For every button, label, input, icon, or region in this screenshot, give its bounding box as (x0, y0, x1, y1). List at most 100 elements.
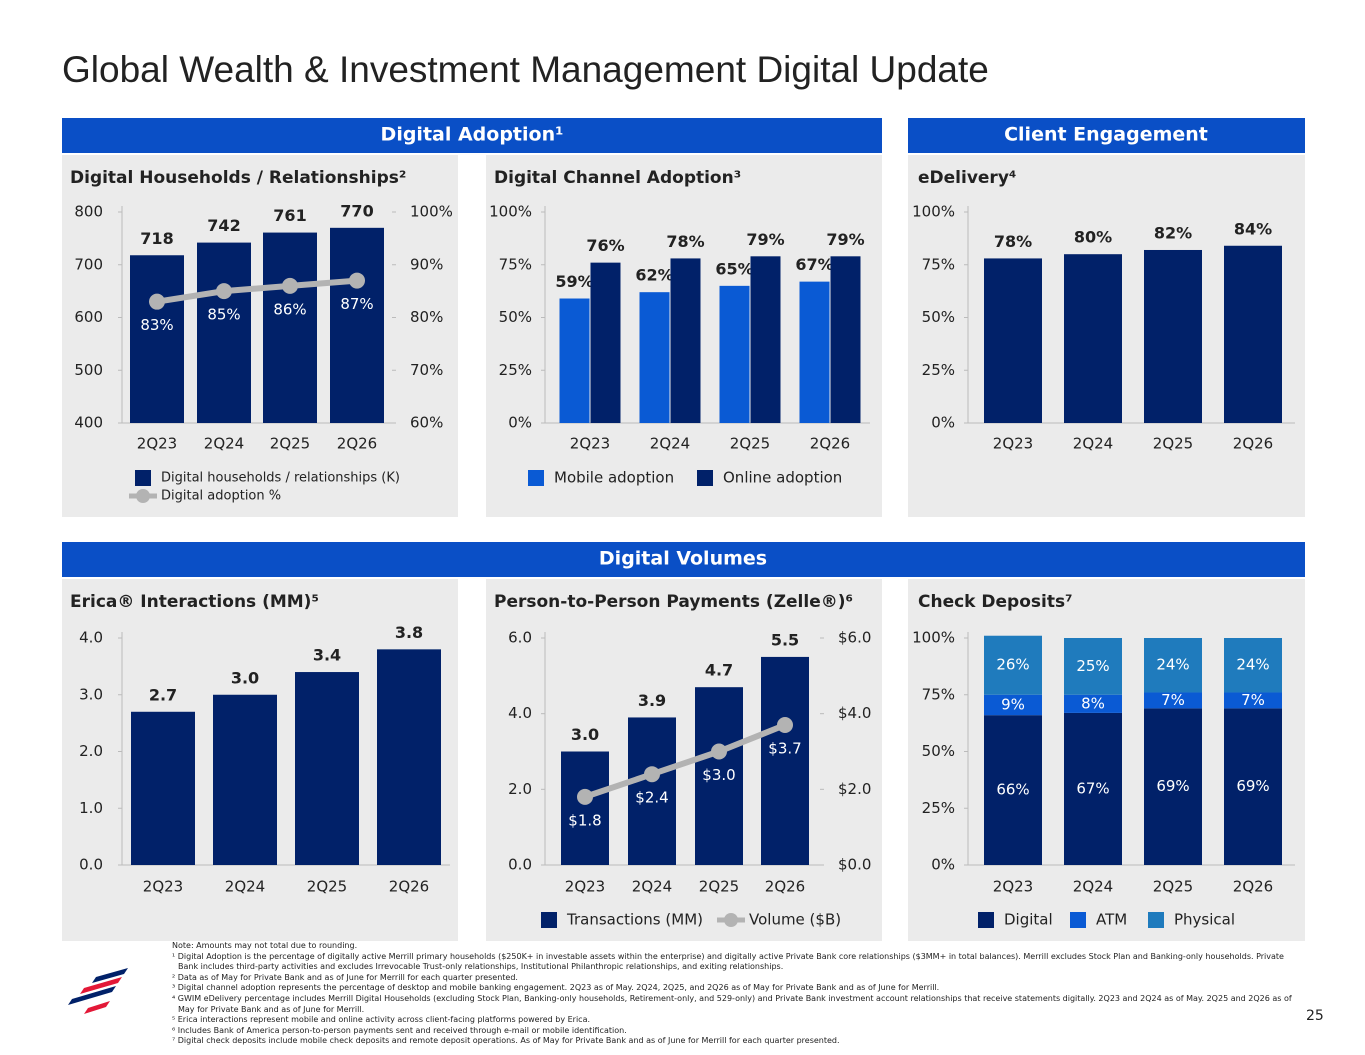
legend-label: Digital households / relationships (K) (161, 471, 400, 486)
bar (330, 227, 384, 423)
section-header: Digital Adoption¹ (381, 124, 564, 146)
section-header: Digital Volumes (599, 548, 767, 570)
y-tick-label: 25% (922, 361, 955, 379)
y-tick-label: 0% (931, 414, 955, 432)
x-tick-label: 2Q23 (137, 435, 177, 453)
x-tick-label: 2Q24 (225, 878, 265, 896)
x-tick-label: 2Q26 (337, 435, 377, 453)
chart-title: Erica® Interactions (MM)⁵ (70, 592, 319, 612)
x-tick-label: 2Q23 (143, 878, 183, 896)
segment-value-label: 24% (1236, 656, 1269, 674)
bar-value-label: 82% (1154, 223, 1192, 242)
bar-segment (1064, 694, 1122, 713)
footnote: ⁷ Digital check deposits include mobile … (172, 1036, 840, 1046)
bar (830, 256, 861, 423)
x-tick-label: 2Q23 (993, 435, 1033, 453)
chart-title: Digital Households / Relationships² (70, 168, 406, 188)
bar (799, 281, 830, 423)
chart-title: Check Deposits⁷ (918, 592, 1073, 612)
chart-title: Person-to-Person Payments (Zelle®)⁶ (494, 592, 853, 612)
legend-label: Physical (1174, 911, 1235, 929)
bar (628, 717, 676, 865)
x-tick-label: 2Q24 (1073, 435, 1113, 453)
bar-value-label: 79% (826, 230, 864, 249)
line-value-label: $2.4 (635, 789, 668, 807)
y-tick-label: 75% (922, 255, 955, 273)
bar (984, 258, 1042, 423)
y-tick-label: $4.0 (838, 704, 871, 722)
y-tick-label: 90% (410, 255, 443, 273)
y-tick-label: 4.0 (508, 704, 532, 722)
line-value-label: $1.8 (568, 811, 601, 829)
line (156, 277, 358, 305)
bar (761, 656, 809, 865)
bar-value-label: 718 (140, 229, 173, 248)
x-tick-label: 2Q25 (1153, 878, 1193, 896)
y-tick-label: 3.0 (79, 685, 103, 703)
legend-label: Digital adoption % (161, 489, 281, 504)
bar-value-label: 76% (586, 236, 624, 255)
bar-segment (1064, 712, 1122, 865)
bar-value-label: 742 (207, 216, 240, 235)
bar-segment (1224, 638, 1282, 693)
section-header: Client Engagement (1004, 124, 1208, 146)
panel (62, 155, 458, 517)
bar (131, 711, 195, 865)
footnote: ⁶ Includes Bank of America person-to-per… (172, 1025, 627, 1035)
y-tick-label: 100% (489, 203, 532, 221)
footnotes: Note: Amounts may not total due to round… (172, 941, 1302, 1047)
section-header-bar (62, 118, 882, 153)
legend-label: Mobile adoption (554, 469, 674, 487)
y-tick-label: 0% (931, 856, 955, 874)
bar-value-label: 59% (555, 272, 593, 291)
bar (213, 694, 277, 865)
page-title: Global Wealth & Investment Management Di… (62, 49, 989, 90)
x-tick-label: 2Q26 (389, 878, 429, 896)
bar-segment (1224, 708, 1282, 865)
x-tick-label: 2Q25 (307, 878, 347, 896)
footnote: ² Data as of May for Private Bank and as… (172, 972, 518, 982)
line-point (282, 277, 298, 294)
bar (295, 672, 359, 865)
line-value-label: 86% (273, 300, 306, 318)
bar (1224, 245, 1282, 423)
bar-value-label: 2.7 (149, 685, 177, 704)
line (584, 722, 787, 800)
segment-value-label: 25% (1076, 657, 1109, 675)
legend-label: ATM (1096, 911, 1127, 929)
footnote: Note: Amounts may not total due to round… (172, 941, 358, 950)
y-tick-label: 800 (74, 203, 103, 221)
x-tick-label: 2Q23 (570, 435, 610, 453)
segment-value-label: 69% (1236, 777, 1269, 795)
y-tick-label: 100% (410, 203, 453, 221)
bar-segment (1144, 692, 1202, 709)
x-tick-label: 2Q24 (650, 435, 690, 453)
legend-label: Online adoption (723, 469, 842, 487)
y-tick-label: 60% (410, 414, 443, 432)
y-tick-label: $6.0 (838, 629, 871, 647)
bar-value-label: 65% (715, 259, 753, 278)
line-value-label: 83% (140, 316, 173, 334)
x-tick-label: 2Q26 (810, 435, 850, 453)
bar (197, 242, 251, 423)
bar (670, 258, 701, 423)
logo (68, 968, 128, 1014)
bar (1064, 254, 1122, 423)
bar-value-label: 3.8 (395, 623, 423, 642)
y-tick-label: 100% (912, 629, 955, 647)
bar-value-label: 78% (666, 232, 704, 251)
y-tick-label: 600 (74, 308, 103, 326)
bar-value-label: 3.9 (638, 691, 666, 710)
y-tick-label: 75% (499, 255, 532, 273)
legend-swatch (978, 912, 994, 928)
y-tick-label: 700 (74, 255, 103, 273)
bar-value-label: 4.7 (705, 661, 733, 680)
line-point (644, 766, 660, 783)
bar-value-label: 80% (1074, 228, 1112, 247)
x-tick-label: 2Q25 (1153, 435, 1193, 453)
y-tick-label: 70% (410, 361, 443, 379)
legend-label: Transactions (MM) (566, 911, 703, 929)
line-value-label: 85% (207, 306, 240, 324)
